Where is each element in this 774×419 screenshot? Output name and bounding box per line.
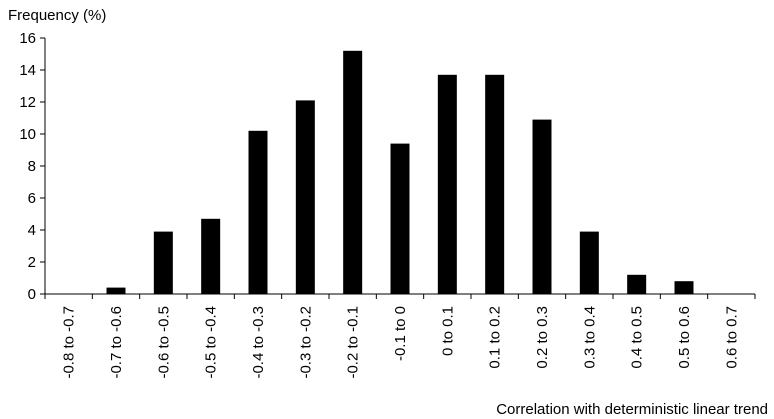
x-axis-title: Correlation with deterministic linear tr… <box>496 401 768 418</box>
y-tick-label: 8 <box>28 158 36 175</box>
y-tick-label: 10 <box>19 126 36 143</box>
x-tick-label: 0.3 to 0.4 <box>581 306 598 369</box>
x-tick-label: 0.1 to 0.2 <box>487 306 504 369</box>
y-tick-label: 12 <box>19 94 36 111</box>
y-tick-label: 2 <box>28 254 36 271</box>
bar-0-to-0.1 <box>437 74 457 294</box>
y-tick-label: 0 <box>28 286 36 303</box>
bar--0.7-to--0.6 <box>106 287 126 294</box>
bar-0.4-to-0.5 <box>627 274 647 294</box>
bar-0.2-to-0.3 <box>532 119 552 294</box>
y-tick-label: 6 <box>28 190 36 207</box>
bar--0.1-to-0 <box>390 143 410 294</box>
bar-0.3-to-0.4 <box>579 231 599 294</box>
x-tick-label: 0.5 to 0.6 <box>676 306 693 369</box>
x-tick-label: -0.4 to -0.3 <box>250 306 267 379</box>
bars <box>106 50 694 295</box>
x-tick-label: -0.1 to 0 <box>392 306 409 361</box>
bar-0.1-to-0.2 <box>485 74 505 294</box>
x-tick-label: -0.8 to -0.7 <box>61 306 78 379</box>
x-tick-label: 0.2 to 0.3 <box>534 306 551 369</box>
bar--0.4-to--0.3 <box>248 130 268 294</box>
x-tick-label: 0.4 to 0.5 <box>629 306 646 369</box>
bar--0.6-to--0.5 <box>153 231 173 294</box>
x-tick-label: -0.7 to -0.6 <box>108 306 125 379</box>
bar--0.3-to--0.2 <box>295 100 315 295</box>
x-tick-label: -0.3 to -0.2 <box>297 306 314 379</box>
x-tick-label: 0.6 to 0.7 <box>723 306 740 369</box>
x-tick-label: -0.6 to -0.5 <box>155 306 172 379</box>
y-axis-title: Frequency (%) <box>8 7 106 24</box>
y-axis: 0 2 4 6 8 10 12 14 16 <box>19 30 45 303</box>
bar--0.2-to--0.1 <box>343 50 363 294</box>
x-axis: -0.8 to -0.7 -0.7 to -0.6 -0.6 to -0.5 -0.5… <box>44 294 756 379</box>
x-tick-label: -0.5 to -0.4 <box>203 306 220 379</box>
bar--0.5-to--0.4 <box>201 218 221 294</box>
y-tick-label: 4 <box>28 222 36 239</box>
x-tick-label: -0.2 to -0.1 <box>345 306 362 379</box>
bar-0.5-to-0.6 <box>674 281 694 294</box>
x-tick-label: 0 to 0.1 <box>439 306 456 356</box>
y-tick-label: 14 <box>19 62 36 79</box>
y-tick-label: 16 <box>19 30 36 47</box>
